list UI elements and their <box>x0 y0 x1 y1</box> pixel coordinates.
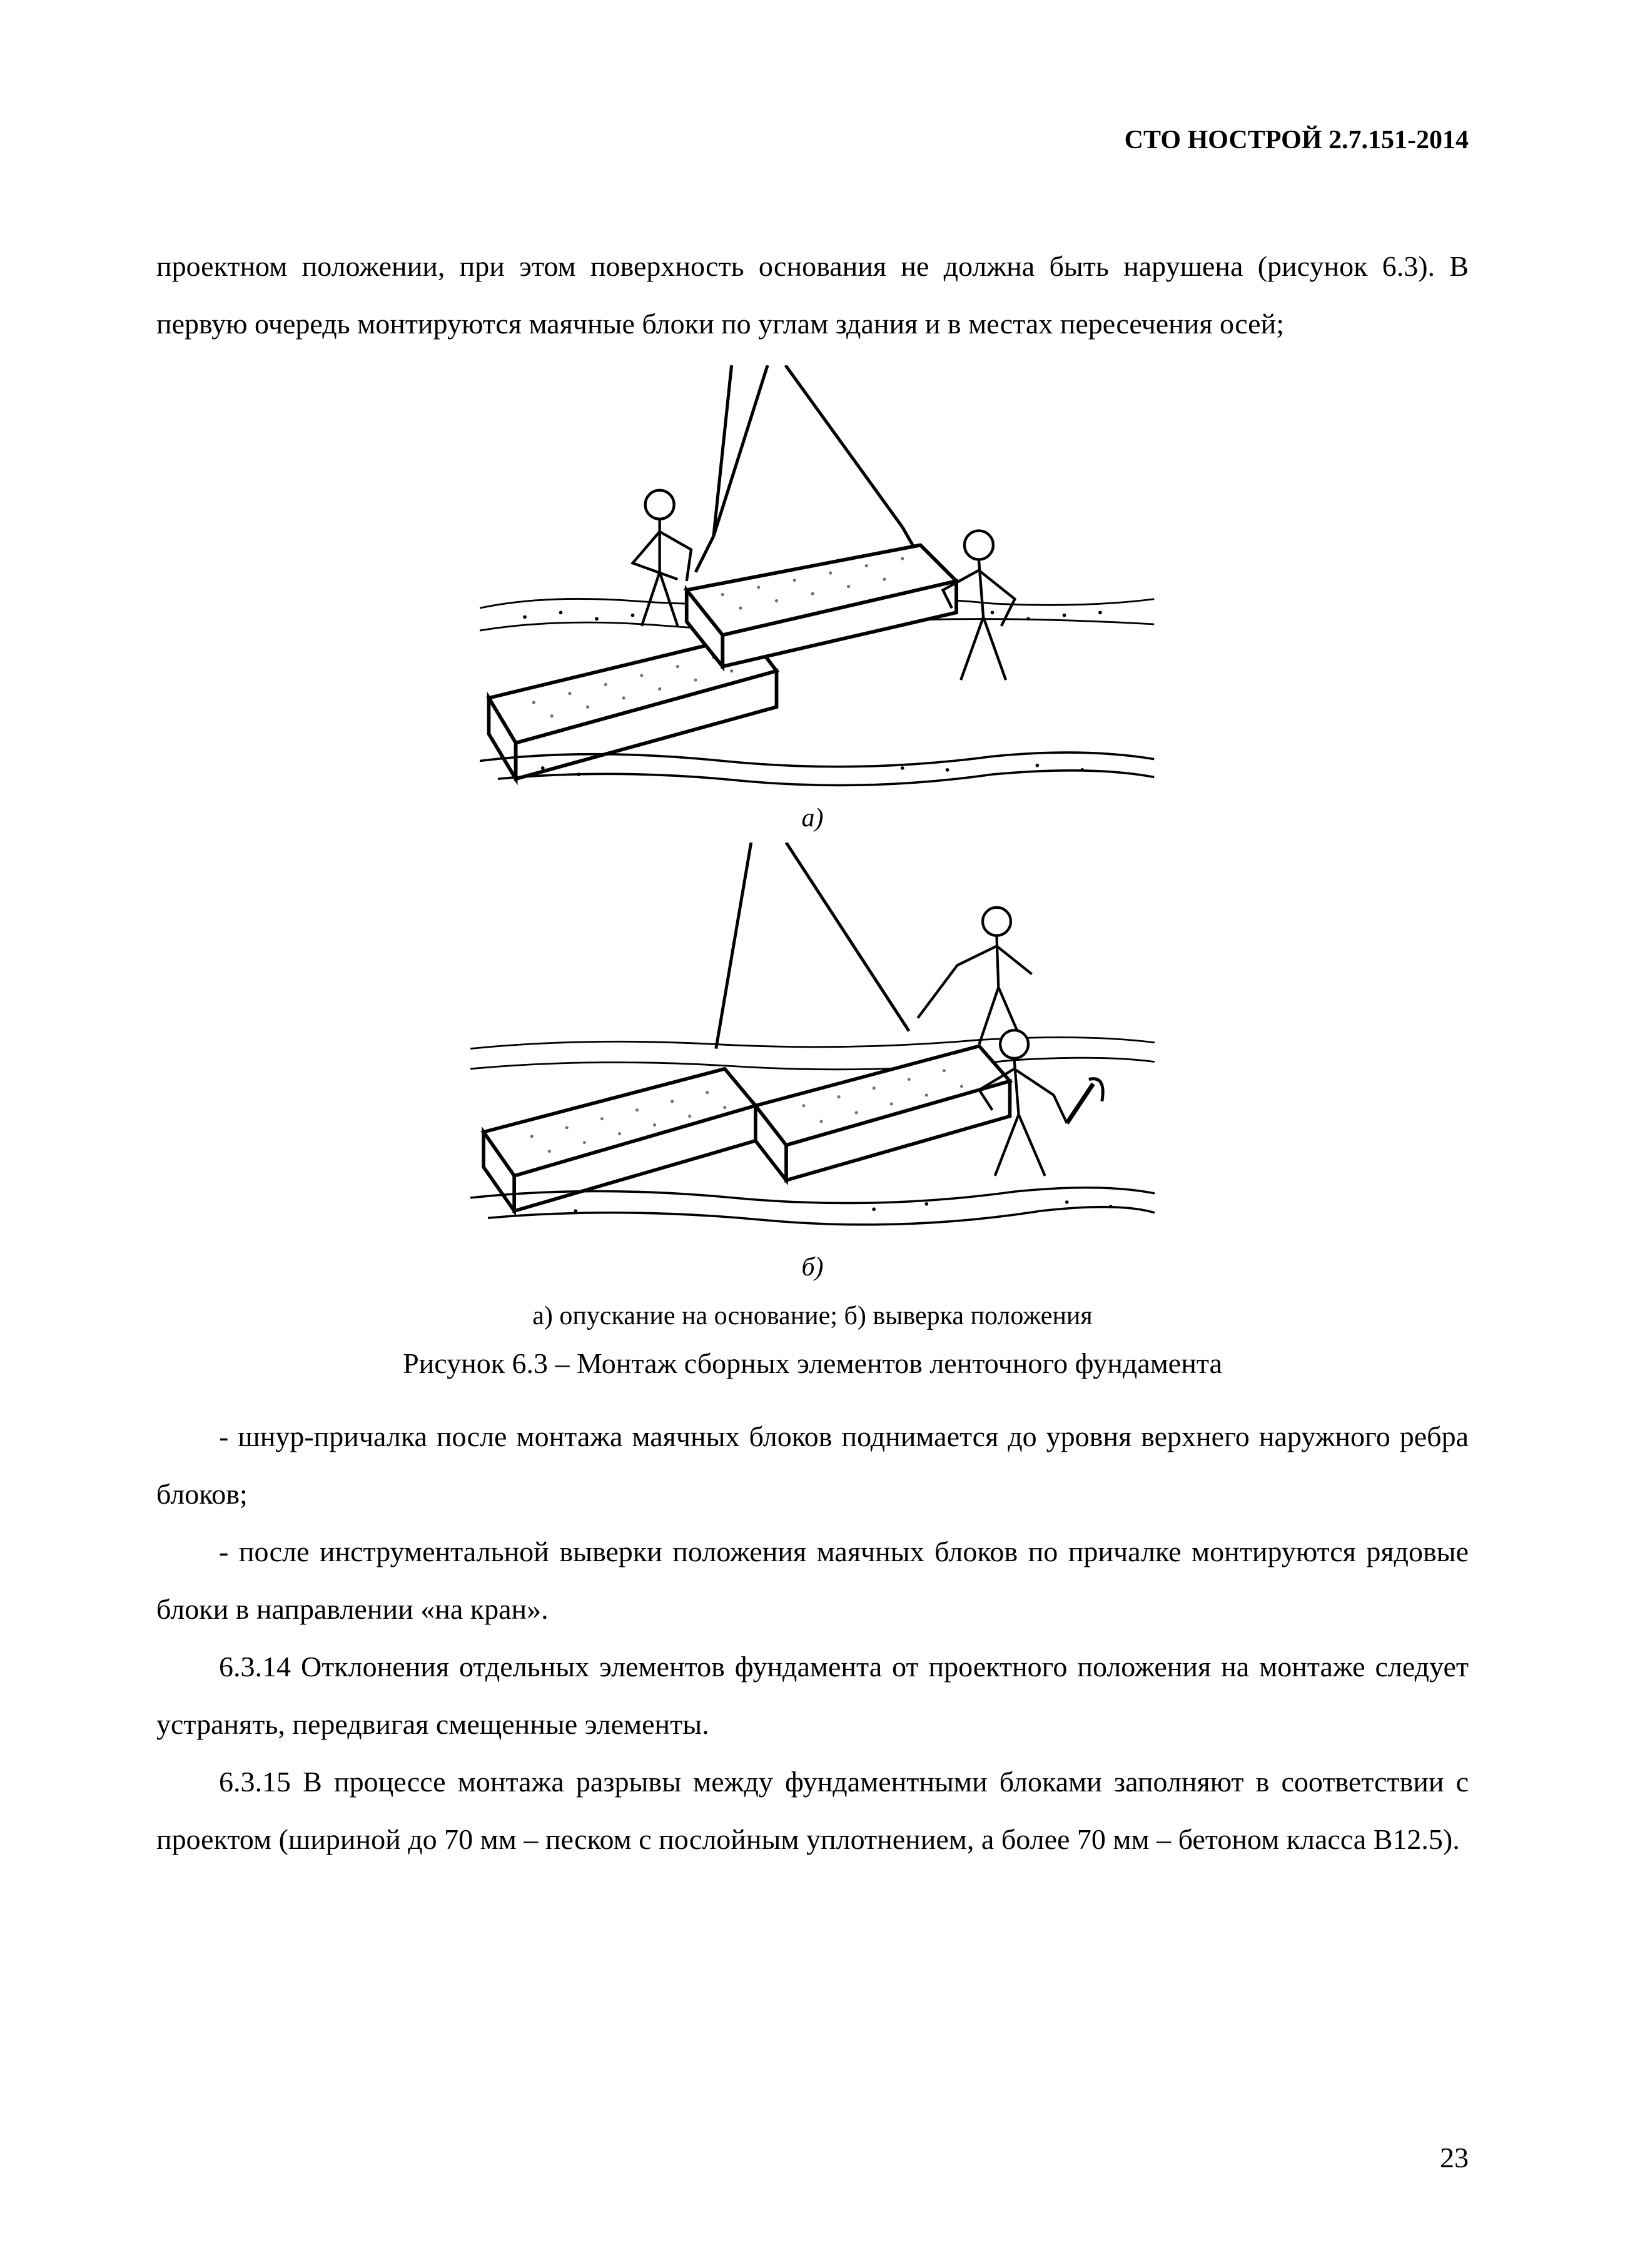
doc-code-header: СТО НОСТРОЙ 2.7.151-2014 <box>1125 125 1469 155</box>
figure-a-illustration <box>453 365 1172 797</box>
paragraph-6-3-15: 6.3.15 В процессе монтажа разрывы между … <box>156 1753 1469 1868</box>
figure-b-label: б) <box>801 1252 823 1282</box>
page-container: СТО НОСТРОЙ 2.7.151-2014 проектном полож… <box>0 0 1625 2268</box>
paragraph-intro: проектном положении, при этом поверхност… <box>156 238 1469 353</box>
figure-caption-main: Рисунок 6.3 – Монтаж сборных элементов л… <box>403 1347 1222 1380</box>
figure-b-illustration <box>453 843 1172 1246</box>
bullet-1: - шнур-причалка после монтажа маячных бл… <box>156 1408 1469 1523</box>
content-area: проектном положении, при этом поверхност… <box>156 238 1469 1868</box>
paragraph-6-3-14: 6.3.14 Отклонения отдельных элементов фу… <box>156 1638 1469 1753</box>
page-number: 23 <box>1440 2141 1469 2174</box>
figure-a-label: а) <box>802 803 824 833</box>
figure-6-3: а) <box>156 365 1469 1395</box>
bullet-2: - после инструментальной выверки положен… <box>156 1523 1469 1638</box>
figure-caption-sub: а) опускание на основание; б) выверка по… <box>532 1301 1092 1331</box>
